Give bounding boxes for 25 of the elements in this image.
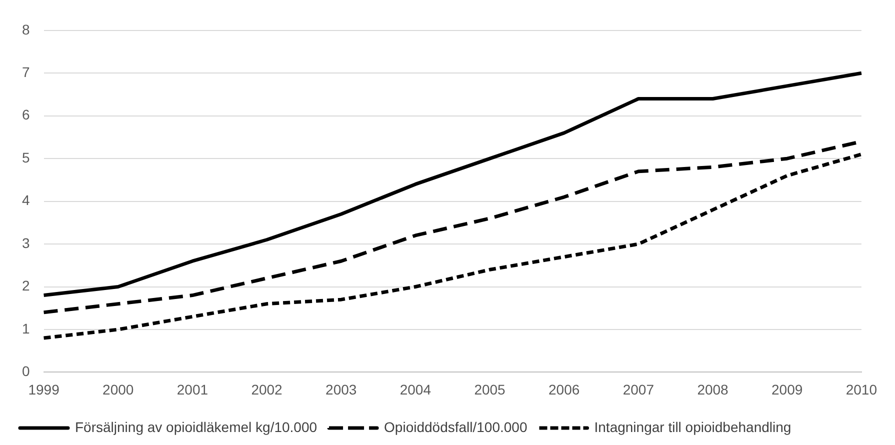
- x-tick-label: 2000: [102, 381, 134, 398]
- x-tick-label: 2005: [474, 381, 506, 398]
- x-tick-label: 2001: [176, 381, 208, 398]
- y-tick-label: 6: [22, 106, 30, 123]
- x-tick-label: 2003: [326, 381, 357, 398]
- y-tick-label: 8: [22, 21, 30, 38]
- y-tick-label: 7: [22, 64, 30, 80]
- x-tick-label: 2007: [622, 381, 654, 398]
- x-tick-label: 2006: [548, 381, 580, 398]
- y-tick-label: 1: [22, 320, 30, 336]
- y-tick-label: 0: [22, 363, 30, 380]
- legend-label: Opioiddödsfall/100.000: [384, 418, 528, 435]
- y-tick-label: 5: [22, 149, 30, 166]
- x-tick-label: 2004: [400, 381, 432, 398]
- x-tick-label: 2008: [697, 381, 729, 398]
- y-tick-label: 2: [22, 278, 30, 294]
- x-tick-label: 2002: [251, 381, 283, 398]
- x-tick-label: 2010: [846, 381, 878, 398]
- line-series: [42, 152, 864, 340]
- x-tick-label: 2009: [772, 381, 803, 398]
- y-tick-label: 3: [22, 234, 30, 251]
- legend-label: Intagningar till opioidbehandling: [594, 418, 792, 435]
- x-tick-label: 1999: [28, 381, 60, 398]
- y-tick-label: 4: [22, 192, 30, 208]
- legend-label: Försäljning av opioidläkemel kg/10.000: [75, 418, 318, 435]
